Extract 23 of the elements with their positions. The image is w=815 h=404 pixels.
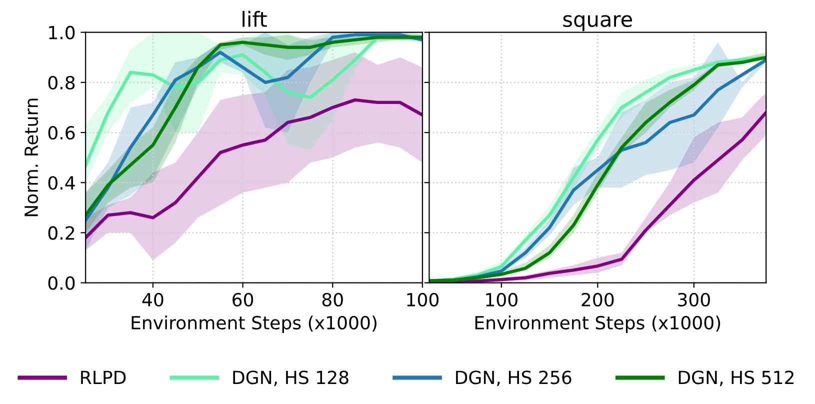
y-tick-label: 0.4: [48, 176, 75, 190]
line-series: [86, 98, 422, 240]
legend-label: RLPD: [81, 370, 126, 384]
x-tick-label: 300: [678, 292, 710, 306]
x-axis-title: Environment Steps (x1000): [132, 316, 376, 334]
y-tick-label: 1.0: [49, 26, 75, 40]
y-tick-label: 0.0: [48, 276, 75, 290]
y-tick-label: 0.2: [48, 226, 74, 240]
y-tick-label: 0.6: [48, 126, 75, 140]
x-tick-label: 40: [142, 292, 164, 306]
x-tick-label: 200: [582, 292, 614, 306]
x-axis-title: Environment Steps (x1000): [475, 316, 720, 334]
chart-title: square: [563, 15, 632, 32]
x-tick-label: 80: [322, 292, 343, 306]
chart-title: lift: [242, 10, 267, 27]
legend-label: DGN, HS 256: [456, 370, 572, 386]
x-tick-label: 100: [486, 292, 518, 306]
y-axis-title: Norm. Return: [24, 98, 38, 216]
x-tick-label: 100: [407, 292, 438, 306]
legend-label: DGN, HS 128: [233, 370, 348, 386]
y-tick-label: 0.8: [48, 76, 75, 90]
x-tick-label: 60: [232, 292, 254, 306]
legend-label: DGN, HS 512: [678, 370, 794, 386]
